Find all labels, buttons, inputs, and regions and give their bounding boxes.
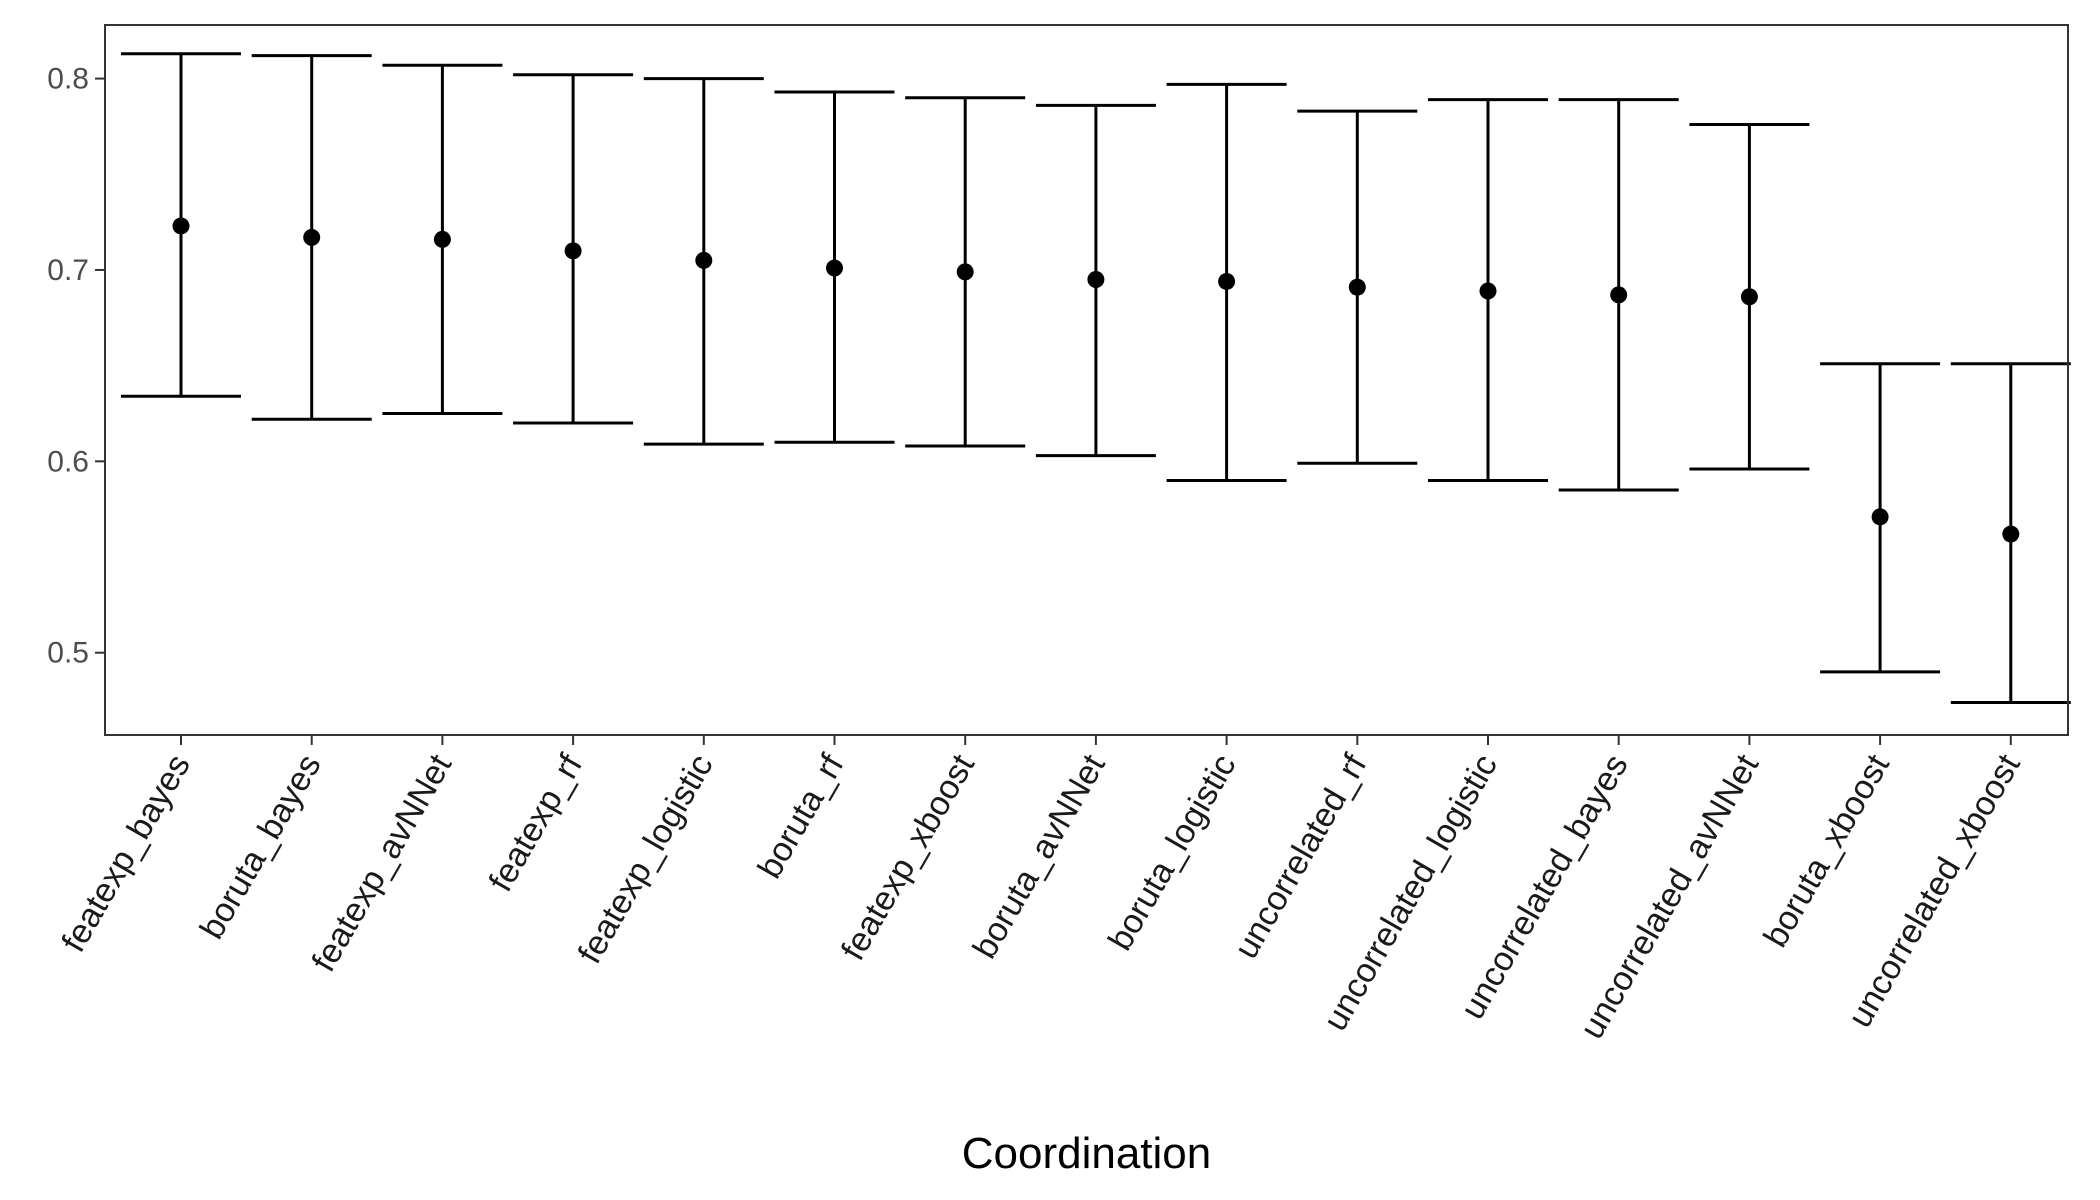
errorbar-group-boruta_bayes: [251, 54, 372, 421]
estimate-point: [2002, 525, 2020, 543]
errorbar-group-featexp_rf: [513, 73, 634, 425]
y-tick-label: 0.6: [47, 445, 89, 478]
errorbar-group-featexp_xboost: [905, 96, 1026, 448]
errorbar-group-uncorrelated_rf: [1297, 109, 1418, 465]
errorbar-group-boruta_rf: [774, 90, 895, 444]
estimate-point: [826, 259, 843, 277]
marks-layer: [121, 52, 2071, 704]
errorbar-group-featexp_bayes: [121, 52, 241, 398]
x-axis-title: Coordination: [962, 1129, 1212, 1178]
errorbar-group-featexp_avNNet: [382, 63, 503, 415]
estimate-point: [433, 230, 451, 248]
estimate-point: [303, 228, 321, 246]
errorbar-group-boruta_logistic: [1166, 82, 1287, 482]
estimate-point: [695, 251, 713, 269]
estimate-point: [1740, 288, 1758, 306]
errorbar-group-boruta_avNNet: [1035, 103, 1156, 458]
estimate-point: [956, 263, 974, 281]
errorbar-group-boruta_xboost: [1820, 362, 1941, 674]
y-axis: 0.5 0.6 0.7 0.8: [47, 63, 105, 670]
errorbar-group-uncorrelated_xboost: [1950, 362, 2071, 704]
errorbar-group-featexp_logistic: [643, 77, 764, 446]
y-tick-label: 0.7: [47, 254, 89, 287]
estimate-point: [1348, 278, 1366, 296]
estimate-point: [1087, 271, 1105, 289]
estimate-point: [1610, 286, 1628, 304]
estimate-point: [1871, 508, 1889, 526]
y-tick-label: 0.5: [47, 637, 89, 670]
estimate-point: [1479, 282, 1497, 300]
estimate-point: [172, 217, 190, 235]
estimate-point: [564, 242, 582, 260]
estimate-point: [1218, 272, 1236, 290]
plot-frame: [104, 24, 2069, 736]
errorbar-group-uncorrelated_logistic: [1428, 98, 1548, 482]
errorbar-group-uncorrelated_avNNet: [1689, 123, 1810, 471]
y-tick-label: 0.8: [47, 63, 89, 96]
errorbar-group-uncorrelated_bayes: [1558, 98, 1679, 492]
